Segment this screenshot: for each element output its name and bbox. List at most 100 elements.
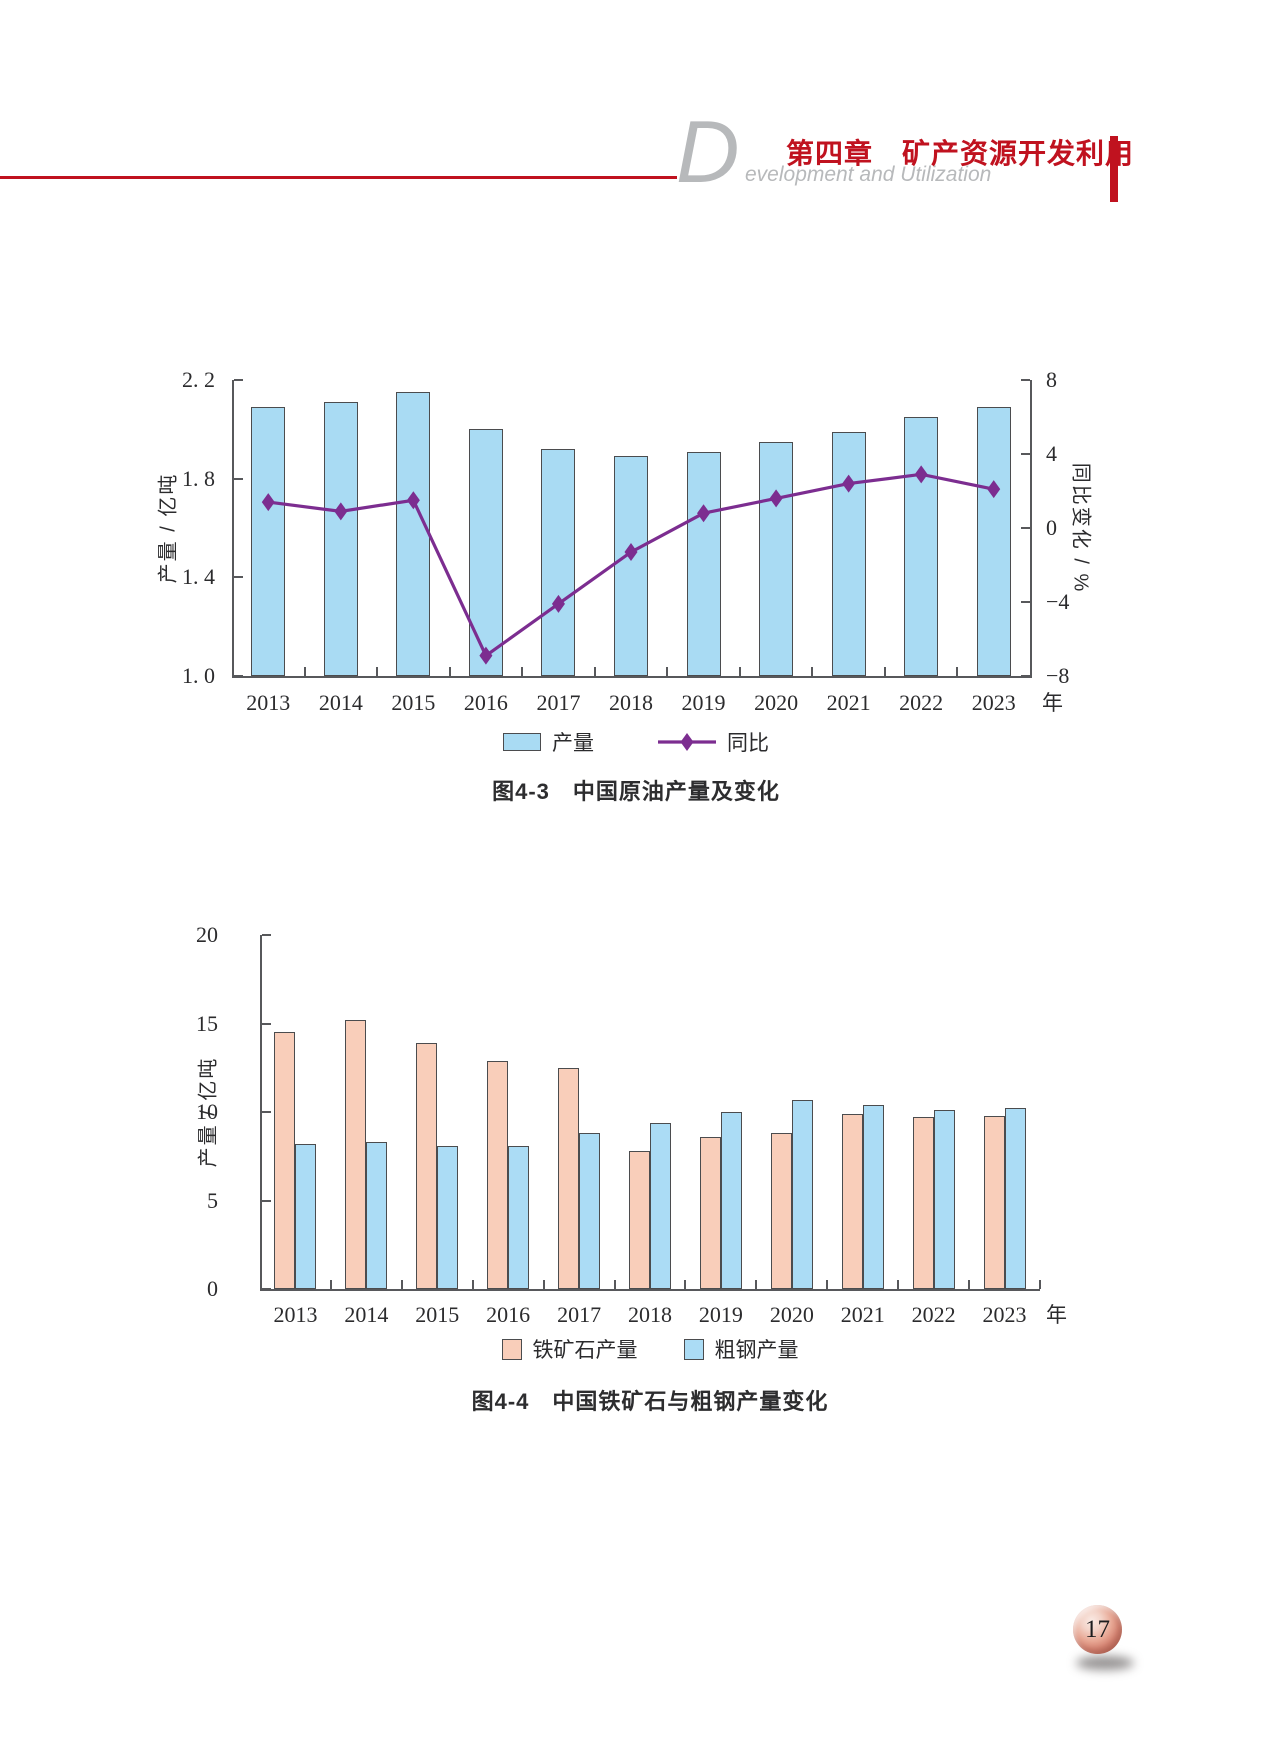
x-axis-unit-label: 年 xyxy=(1046,1304,1067,1327)
right-axis-tick xyxy=(1021,379,1030,381)
legend-label: 粗钢产量 xyxy=(714,1339,799,1362)
category-boundary-tick xyxy=(738,667,741,676)
right-axis-tick xyxy=(1021,453,1030,455)
category-boundary-tick xyxy=(329,1280,332,1289)
y-axis xyxy=(260,935,262,1289)
x-axis xyxy=(260,1289,1040,1291)
category-boundary-tick xyxy=(811,667,814,676)
category-boundary-tick xyxy=(883,667,886,676)
left-axis-tick xyxy=(234,576,243,579)
yoy-line-series xyxy=(261,465,1001,665)
line-diamond-marker xyxy=(479,646,493,665)
page-number-badge: 17 xyxy=(1073,1605,1122,1654)
right-axis-title: 同比变化 / % xyxy=(1069,462,1092,594)
right-axis-tick xyxy=(1021,527,1030,529)
y-axis-tick-label: 0 xyxy=(207,1276,218,1301)
category-boundary-tick xyxy=(400,1280,403,1289)
right-axis-tick xyxy=(1021,675,1030,677)
category-boundary-tick xyxy=(897,1280,900,1289)
iron-ore-bar xyxy=(487,1060,509,1289)
x-axis-year-label: 2013 xyxy=(273,1302,318,1327)
chapter-title: 第四章 矿产资源开发利用 xyxy=(786,138,1135,169)
x-axis-year-label: 2019 xyxy=(681,690,726,715)
category-boundary-tick xyxy=(303,667,306,676)
x-axis-year-label: 2021 xyxy=(826,690,871,715)
legend-bar-swatch xyxy=(501,1338,522,1360)
y-axis-tick-label: 20 xyxy=(196,922,218,947)
category-boundary-tick xyxy=(826,1280,829,1289)
iron-ore-bar xyxy=(983,1115,1005,1289)
x-axis-year-label: 2022 xyxy=(899,690,944,715)
legend-label: 产量 xyxy=(552,732,594,755)
production-bar xyxy=(614,456,648,676)
category-boundary-tick xyxy=(593,667,596,676)
legend-bar-swatch xyxy=(683,1338,704,1360)
page-number: 17 xyxy=(1085,1615,1110,1643)
right-axis-tick-label: 0 xyxy=(1046,515,1057,540)
line-diamond-marker xyxy=(987,480,1001,499)
line-diamond-marker xyxy=(334,502,348,521)
crude-steel-bar xyxy=(791,1099,813,1289)
production-bar xyxy=(831,431,866,676)
y-axis-tick xyxy=(262,934,271,936)
iron-ore-bar xyxy=(699,1136,721,1289)
line-diamond-marker xyxy=(697,504,711,523)
line-diamond-marker xyxy=(914,465,928,484)
category-boundary-tick xyxy=(666,667,669,676)
y-axis-tick xyxy=(262,1111,271,1113)
right-axis-tick-label: 8 xyxy=(1046,367,1057,392)
line-diamond-marker xyxy=(769,489,783,508)
x-axis-year-label: 2018 xyxy=(628,1302,672,1327)
iron-ore-bar xyxy=(841,1113,863,1289)
category-boundary-tick xyxy=(521,667,524,676)
x-axis-year-label: 2014 xyxy=(344,1302,389,1327)
crude-steel-bar xyxy=(579,1133,601,1289)
legend-bar-swatch xyxy=(503,733,541,751)
crude-steel-bar xyxy=(508,1145,530,1289)
left-axis-title: 产量 / 亿吨 xyxy=(157,472,180,584)
iron-ore-bar xyxy=(274,1032,296,1289)
left-axis-tick xyxy=(234,379,243,381)
legend-item: 同比 xyxy=(658,727,769,757)
crude-steel-bar xyxy=(295,1143,317,1289)
figure-4-4-caption: 图4-4 中国铁矿石与粗钢产量变化 xyxy=(471,1389,829,1414)
line-diamond-marker xyxy=(551,594,565,613)
y-axis-right xyxy=(1030,380,1032,676)
y-axis-tick xyxy=(262,1288,271,1290)
category-boundary-tick xyxy=(613,1280,616,1289)
production-bar xyxy=(976,407,1011,676)
crude-steel-bar xyxy=(933,1110,955,1289)
crude-steel-bar xyxy=(720,1112,742,1289)
header-rule-line xyxy=(0,176,677,179)
category-boundary-tick xyxy=(542,1280,545,1289)
x-axis-year-label: 2019 xyxy=(698,1302,743,1327)
production-bar xyxy=(251,407,286,676)
legend-item: 粗钢产量 xyxy=(683,1334,799,1364)
x-axis-year-label: 2017 xyxy=(557,1302,602,1327)
x-axis-year-label: 2023 xyxy=(971,690,1016,715)
x-axis-year-label: 2016 xyxy=(463,690,508,715)
figure-4-3-caption: 图4-3 中国原油产量及变化 xyxy=(492,779,780,804)
category-boundary-tick xyxy=(376,667,379,676)
x-axis-year-label: 2017 xyxy=(536,690,581,715)
crude-steel-bar xyxy=(437,1145,459,1289)
legend-label: 铁矿石产量 xyxy=(532,1339,638,1362)
production-bar xyxy=(686,451,721,676)
right-axis-tick-label: −4 xyxy=(1046,589,1070,614)
line-diamond-marker xyxy=(842,474,856,493)
category-boundary-tick xyxy=(1039,1280,1041,1289)
iron-ore-bar xyxy=(770,1133,792,1289)
legend-line-swatch xyxy=(658,733,716,751)
iron-ore-bar xyxy=(912,1117,934,1289)
x-axis-year-label: 2015 xyxy=(415,1302,460,1327)
right-axis-tick-label: 4 xyxy=(1046,441,1057,466)
left-axis-tick xyxy=(234,477,243,480)
chapter-drop-cap: D xyxy=(676,102,740,201)
x-axis xyxy=(232,676,1032,678)
y-axis-left xyxy=(232,380,234,676)
crude-steel-bar xyxy=(862,1104,884,1289)
legend-item: 产量 xyxy=(503,727,594,757)
figure-4-4-legend: 铁矿石产量 粗钢产量 xyxy=(260,1336,1040,1362)
